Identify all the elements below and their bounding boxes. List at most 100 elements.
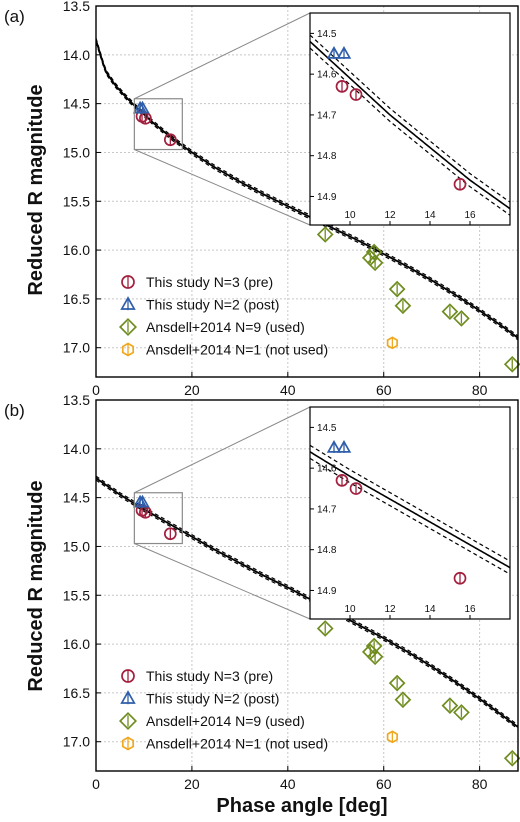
inset-model-lower [310, 47, 510, 216]
panel-label-a: (a) [4, 7, 25, 26]
zoom-connector [134, 543, 311, 620]
legend-marker-circle-shape [121, 275, 135, 289]
inset-data-point-triangle [336, 45, 352, 59]
inset-data-point-circle [335, 80, 349, 93]
data-points [132, 494, 520, 767]
inset-data-point-circle [453, 177, 467, 191]
inset-data-point-circle-shape [453, 177, 467, 191]
data-point-hexagon [386, 730, 398, 744]
legend-marker-circle [121, 275, 135, 289]
data-point-diamond [316, 620, 334, 637]
zoom-connector [134, 149, 311, 226]
inset-data-point-circle-shape [349, 482, 363, 495]
zoom-connector [134, 406, 311, 494]
x-tick-label: 40 [280, 382, 296, 398]
data-point-diamond-shape [453, 704, 470, 721]
inset-x-tick-label: 12 [384, 210, 396, 221]
legend: This study N=3 (pre) This study N=2 (post… [118, 668, 328, 752]
inset-data-point-circle-shape [335, 474, 349, 487]
data-point-circle [163, 527, 177, 541]
inset-model-upper [310, 444, 510, 562]
y-tick-labels: 13.5 14.0 14.5 15.0 15.5 16.0 16.5 17.0 [63, 0, 101, 356]
legend-marker-triangle [120, 690, 136, 705]
inset-data-point-triangle [326, 45, 342, 59]
data-point-triangle [135, 100, 150, 114]
data-point-diamond-shape [394, 297, 412, 315]
x-tick-label: 40 [280, 776, 296, 792]
data-point-diamond-shape [366, 648, 384, 666]
plot-frame [95, 5, 519, 378]
inset-y-tick-label: 14.6 [317, 464, 337, 475]
data-point-diamond [441, 697, 459, 714]
inset-y-tick-label: 14.5 [317, 29, 337, 40]
inset-y-tick-label: 14.7 [317, 504, 337, 515]
y-tick-label: 16.5 [63, 291, 90, 307]
zoom-connector [134, 12, 311, 100]
x-tick-label: 80 [472, 382, 488, 398]
x-tick-label: 0 [92, 776, 100, 792]
data-point-diamond [388, 280, 406, 298]
data-point-diamond [366, 254, 384, 272]
legend-label: This study N=2 (post) [146, 691, 279, 707]
y-axis-label-a: Reduced R magnitude [25, 84, 47, 295]
y-tick-label: 16.5 [63, 685, 90, 701]
y-tick-label: 16.0 [63, 242, 90, 258]
inset-data-point-circle [453, 571, 467, 585]
zoom-region-box [133, 98, 183, 151]
data-point-circle [163, 133, 177, 147]
x-tick-label: 60 [376, 382, 392, 398]
inset-data-point-circle-shape [335, 80, 349, 93]
inset-x-tick-label: 10 [344, 604, 356, 615]
y-tick-label: 13.5 [63, 0, 90, 14]
legend-marker-diamond [118, 711, 138, 731]
chart-panel-b: 13.5 14.0 14.5 15.0 15.5 16.0 16.5 17.0 0 20 40 60 8… [63, 392, 520, 792]
legend-marker-circle [121, 669, 135, 683]
inset-data-point-circle [349, 482, 363, 495]
data-point-diamond-shape [365, 243, 383, 261]
data-point-diamond [366, 648, 384, 666]
inset-frame [309, 406, 511, 620]
model-curve [96, 475, 518, 730]
legend-marker-hexagon [121, 342, 135, 357]
legend-label: This study N=2 (post) [146, 297, 279, 313]
data-point-diamond-shape [316, 226, 334, 243]
y-tick-label: 15.0 [63, 144, 90, 160]
data-point-hexagon-shape [386, 730, 398, 744]
x-tick-label: 20 [184, 382, 200, 398]
inset-y-tick-label: 14.8 [317, 151, 337, 162]
legend-label: Ansdell+2014 N=1 (not used) [146, 342, 328, 358]
x-tick-label: 60 [376, 776, 392, 792]
data-point-hexagon-shape [386, 336, 398, 350]
inset-data-point-circle-shape [453, 571, 467, 585]
x-tick-labels: 0 20 40 60 80 [92, 372, 488, 398]
inset-plot: 10 12 14 16 14.5 14.6 14.7 14.8 14.9 [309, 12, 511, 226]
model-best-fit [96, 39, 518, 339]
y-tick-label: 16.0 [63, 636, 90, 652]
inset-y-tick-label: 14.9 [317, 192, 337, 203]
model-best-fit [96, 477, 518, 728]
data-point-diamond-shape [388, 280, 406, 298]
inset-model-lower [310, 457, 510, 575]
inset-x-tick-label: 14 [424, 604, 436, 615]
data-point-diamond [316, 226, 334, 243]
legend-marker-hexagon [121, 736, 135, 751]
model-upper-bound [96, 38, 518, 337]
y-tick-labels: 13.5 14.0 14.5 15.0 15.5 16.0 16.5 17.0 [63, 392, 101, 750]
data-point-diamond [388, 674, 406, 692]
data-point-diamond-shape [453, 310, 470, 327]
data-point-diamond-shape [316, 620, 334, 637]
data-point-diamond-shape [366, 254, 384, 272]
legend-marker-diamond [118, 317, 138, 337]
y-tick-label: 15.5 [63, 587, 90, 603]
inset-data-point-circle-shape [349, 88, 363, 101]
x-tick-label: 80 [472, 776, 488, 792]
legend-marker-triangle [120, 296, 136, 311]
inset-model-upper [310, 34, 510, 203]
inset-model-curve [310, 34, 510, 216]
y-tick-label: 15.5 [63, 193, 90, 209]
data-point-circle-shape [163, 527, 177, 541]
chart-panel-a: 13.5 14.0 14.5 15.0 15.5 16.0 16.5 17.0 0 20 40 60 8… [63, 0, 520, 398]
data-point-diamond [441, 303, 459, 320]
inset-y-tick-label: 14.9 [317, 586, 337, 597]
inset-data-point-circle [349, 88, 363, 101]
